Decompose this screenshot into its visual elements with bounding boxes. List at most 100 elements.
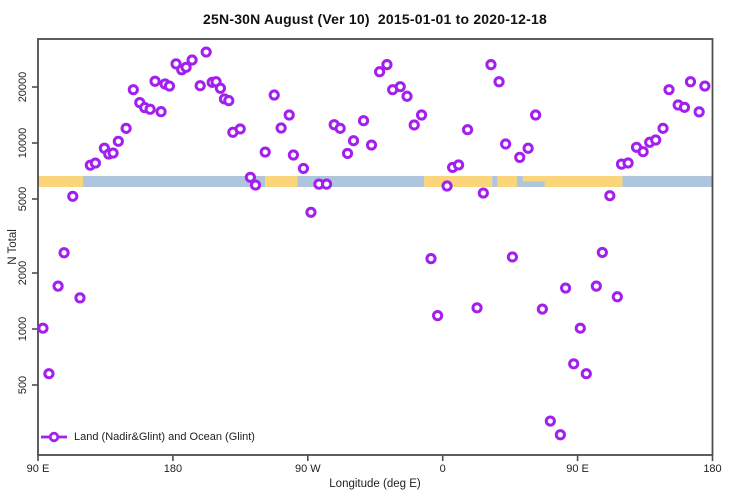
data-point [259, 146, 271, 158]
data-point [530, 109, 542, 121]
y-tick-label: 5000 [17, 187, 29, 211]
plot-box [37, 38, 714, 456]
data-point [52, 280, 64, 292]
x-tick-label: 0 [440, 463, 446, 475]
x-tick-label: 90 W [295, 463, 321, 475]
data-point [67, 190, 79, 202]
data-point [214, 82, 227, 94]
legend-label: Land (Nadir&Glint) and Ocean (Glint) [74, 431, 255, 443]
data-point [180, 61, 192, 73]
data-point [596, 246, 608, 259]
data-point [43, 368, 55, 380]
data-point [684, 76, 697, 88]
data-point [268, 89, 280, 101]
data-point [650, 134, 662, 146]
data-point [574, 322, 586, 334]
x-tick-label: 180 [164, 463, 182, 475]
data-point [107, 147, 119, 159]
data-point [37, 322, 49, 334]
x-tick-label: 90 E [566, 463, 589, 475]
data-point [186, 54, 198, 66]
data-point [693, 106, 705, 118]
data-point [341, 147, 354, 160]
y-tick-label: 10000 [17, 128, 29, 159]
data-point [357, 115, 370, 127]
data-point [461, 124, 474, 136]
legend-marker [48, 431, 60, 443]
data-point [506, 251, 518, 263]
data-point [89, 157, 102, 169]
data-point [127, 84, 139, 96]
data-point [500, 138, 512, 150]
surface-strip-ocean [297, 175, 425, 188]
data-point [373, 66, 386, 78]
data-point [200, 46, 212, 58]
data-point [155, 106, 167, 118]
data-point [305, 206, 317, 218]
data-point [223, 95, 235, 107]
surface-strip-land [265, 175, 298, 188]
data-point [401, 90, 413, 102]
data-point [144, 103, 156, 115]
data-point [611, 291, 623, 303]
data-point [320, 178, 333, 190]
data-point [297, 162, 310, 175]
data-point [234, 123, 246, 135]
data-point [74, 292, 86, 304]
data-point [394, 81, 406, 93]
y-tick-label: 2000 [17, 261, 29, 285]
data-point [477, 187, 489, 199]
data-point [381, 59, 393, 71]
data-point [194, 80, 206, 92]
data-point [425, 253, 437, 265]
surface-strip-partial-ocean [522, 181, 545, 188]
data-point [604, 190, 616, 202]
data-point [536, 303, 548, 315]
data-point [163, 80, 176, 92]
x-axis-title: Longitude (deg E) [329, 478, 421, 490]
x-tick-label: 180 [703, 463, 721, 475]
surface-strip-land [424, 175, 493, 188]
data-point [283, 109, 295, 121]
surface-strip-ocean [516, 175, 523, 188]
data-point [452, 159, 465, 171]
data-point [544, 415, 556, 427]
data-point [554, 429, 566, 441]
x-tick-label: 90 E [27, 463, 50, 475]
data-point [149, 75, 161, 87]
surface-strip-land [38, 175, 83, 188]
data-point [347, 135, 360, 147]
data-point [408, 119, 420, 131]
data-point [120, 122, 132, 134]
data-point [622, 157, 634, 169]
data-point [334, 122, 346, 134]
data-point [637, 146, 649, 158]
data-point [493, 76, 505, 88]
surface-strip-land [522, 175, 623, 188]
data-point [657, 122, 669, 134]
data-point [244, 171, 256, 183]
data-point [568, 358, 580, 370]
data-point [249, 179, 262, 191]
data-point [365, 139, 378, 151]
y-tick-label: 500 [17, 376, 29, 394]
data-point [471, 302, 483, 314]
surface-strip-ocean [622, 175, 713, 188]
data-point [287, 149, 300, 161]
data-point [580, 368, 592, 380]
surface-strip-ocean [82, 175, 266, 188]
plot-title: 25N-30N August (Ver 10) 2015-01-01 to 20… [203, 11, 547, 27]
data-point [432, 310, 444, 322]
y-tick-label: 1000 [17, 317, 29, 341]
data-point [514, 151, 526, 163]
data-point [112, 135, 124, 147]
surface-strip-ocean [492, 175, 498, 188]
data-point [58, 247, 70, 259]
data-point [441, 180, 453, 192]
surface-strip-land [497, 175, 517, 188]
y-tick-label: 20000 [17, 72, 29, 103]
y-axis-title: N Total [7, 229, 19, 265]
data-point [699, 80, 711, 92]
